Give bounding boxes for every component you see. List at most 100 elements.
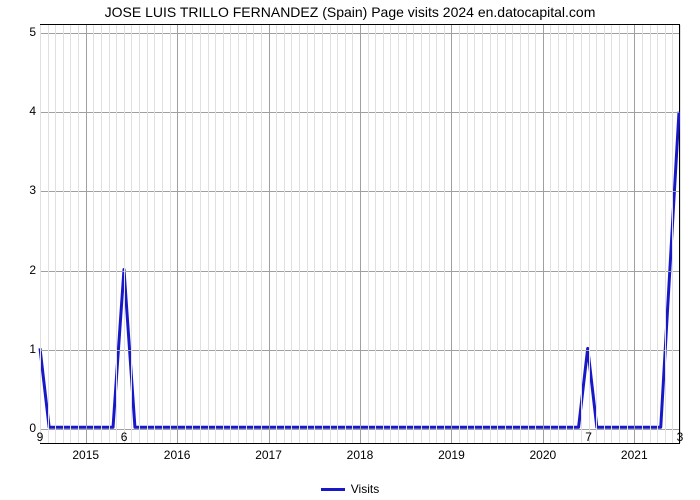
grid-v-minor bbox=[109, 25, 110, 443]
grid-v-minor bbox=[444, 25, 445, 443]
grid-v-minor bbox=[375, 25, 376, 443]
grid-v-minor bbox=[619, 25, 620, 443]
grid-v-minor bbox=[93, 25, 94, 443]
grid-v-minor bbox=[573, 25, 574, 443]
legend-label: Visits bbox=[351, 482, 379, 496]
grid-v-minor bbox=[185, 25, 186, 443]
grid-v-minor bbox=[246, 25, 247, 443]
line-chart: JOSE LUIS TRILLO FERNANDEZ (Spain) Page … bbox=[0, 0, 700, 500]
grid-v-minor bbox=[284, 25, 285, 443]
grid-v-minor bbox=[291, 25, 292, 443]
y-tick-label: 5 bbox=[6, 25, 36, 39]
y-tick-label: 0 bbox=[6, 421, 36, 435]
x-tick-label: 2020 bbox=[529, 448, 556, 462]
grid-v-minor bbox=[131, 25, 132, 443]
x-tick-label: 2019 bbox=[438, 448, 465, 462]
grid-v-minor bbox=[40, 25, 41, 443]
grid-v-major bbox=[634, 25, 635, 443]
x-tick-label: 2017 bbox=[255, 448, 282, 462]
grid-v-minor bbox=[215, 25, 216, 443]
legend: Visits bbox=[0, 482, 700, 496]
grid-v-minor bbox=[642, 25, 643, 443]
grid-v-major bbox=[269, 25, 270, 443]
grid-v-minor bbox=[48, 25, 49, 443]
y-tick-label: 3 bbox=[6, 183, 36, 197]
grid-v-minor bbox=[398, 25, 399, 443]
grid-v-minor bbox=[101, 25, 102, 443]
x-tick-label: 2016 bbox=[164, 448, 191, 462]
grid-v-minor bbox=[368, 25, 369, 443]
grid-v-minor bbox=[147, 25, 148, 443]
grid-v-minor bbox=[116, 25, 117, 443]
value-label: 7 bbox=[585, 430, 592, 444]
grid-v-minor bbox=[314, 25, 315, 443]
grid-v-minor bbox=[604, 25, 605, 443]
grid-v-minor bbox=[467, 25, 468, 443]
grid-v-major bbox=[360, 25, 361, 443]
grid-v-minor bbox=[63, 25, 64, 443]
grid-v-minor bbox=[490, 25, 491, 443]
grid-v-minor bbox=[200, 25, 201, 443]
grid-v-major bbox=[451, 25, 452, 443]
grid-v-minor bbox=[170, 25, 171, 443]
grid-v-minor bbox=[497, 25, 498, 443]
grid-v-minor bbox=[383, 25, 384, 443]
grid-v-minor bbox=[330, 25, 331, 443]
plot-area bbox=[40, 24, 680, 444]
y-tick-label: 1 bbox=[6, 342, 36, 356]
grid-v-minor bbox=[589, 25, 590, 443]
x-tick-label: 2015 bbox=[72, 448, 99, 462]
grid-v-minor bbox=[421, 25, 422, 443]
x-tick-label: 2021 bbox=[621, 448, 648, 462]
legend-swatch bbox=[321, 488, 345, 491]
grid-v-minor bbox=[55, 25, 56, 443]
grid-v-minor bbox=[627, 25, 628, 443]
grid-v-minor bbox=[505, 25, 506, 443]
grid-v-minor bbox=[208, 25, 209, 443]
grid-v-minor bbox=[261, 25, 262, 443]
grid-v-minor bbox=[650, 25, 651, 443]
grid-v-minor bbox=[482, 25, 483, 443]
grid-v-minor bbox=[154, 25, 155, 443]
grid-v-minor bbox=[406, 25, 407, 443]
grid-v-minor bbox=[70, 25, 71, 443]
grid-v-minor bbox=[78, 25, 79, 443]
grid-v-minor bbox=[276, 25, 277, 443]
y-tick-label: 2 bbox=[6, 263, 36, 277]
grid-v-minor bbox=[550, 25, 551, 443]
value-label: 9 bbox=[37, 430, 44, 444]
grid-v-minor bbox=[665, 25, 666, 443]
grid-v-minor bbox=[436, 25, 437, 443]
grid-v-minor bbox=[459, 25, 460, 443]
grid-v-minor bbox=[139, 25, 140, 443]
grid-v-minor bbox=[558, 25, 559, 443]
grid-v-minor bbox=[192, 25, 193, 443]
grid-v-minor bbox=[307, 25, 308, 443]
grid-v-minor bbox=[223, 25, 224, 443]
grid-v-minor bbox=[124, 25, 125, 443]
value-label: 6 bbox=[121, 430, 128, 444]
grid-v-minor bbox=[322, 25, 323, 443]
grid-v-minor bbox=[680, 25, 681, 443]
grid-v-minor bbox=[611, 25, 612, 443]
grid-v-minor bbox=[345, 25, 346, 443]
grid-v-major bbox=[543, 25, 544, 443]
grid-v-minor bbox=[413, 25, 414, 443]
grid-v-minor bbox=[253, 25, 254, 443]
value-label: 3 bbox=[677, 430, 684, 444]
grid-v-minor bbox=[596, 25, 597, 443]
grid-v-minor bbox=[390, 25, 391, 443]
grid-v-minor bbox=[672, 25, 673, 443]
grid-v-minor bbox=[162, 25, 163, 443]
grid-v-minor bbox=[238, 25, 239, 443]
grid-v-minor bbox=[535, 25, 536, 443]
grid-v-minor bbox=[474, 25, 475, 443]
grid-v-minor bbox=[566, 25, 567, 443]
grid-v-minor bbox=[657, 25, 658, 443]
grid-v-minor bbox=[299, 25, 300, 443]
x-tick-label: 2018 bbox=[347, 448, 374, 462]
y-tick-label: 4 bbox=[6, 104, 36, 118]
chart-title: JOSE LUIS TRILLO FERNANDEZ (Spain) Page … bbox=[0, 4, 700, 20]
grid-v-minor bbox=[520, 25, 521, 443]
grid-v-minor bbox=[581, 25, 582, 443]
